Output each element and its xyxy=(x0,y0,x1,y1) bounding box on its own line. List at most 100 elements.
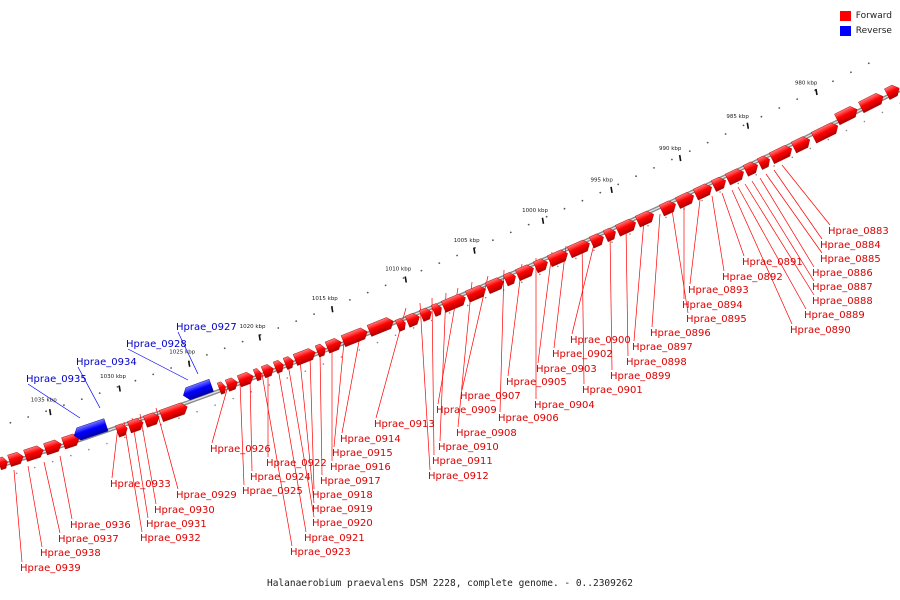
gene-forward xyxy=(43,439,62,456)
scale-dot xyxy=(206,354,208,356)
gene-label: Hprae_0897 xyxy=(632,342,693,353)
gene-label: Hprae_0914 xyxy=(340,434,401,445)
gene-label: Hprae_0885 xyxy=(820,254,881,265)
gene-label: Hprae_0913 xyxy=(374,419,435,430)
scale-dot xyxy=(456,254,458,257)
tick-label: 990 kbp xyxy=(659,146,682,152)
scale-dot xyxy=(706,141,709,144)
gene-label: Hprae_0911 xyxy=(432,456,493,467)
scale-dot xyxy=(349,299,351,301)
lower-dot xyxy=(827,138,830,141)
leader-line xyxy=(249,377,253,472)
scale-tick: 980 kbp xyxy=(795,81,818,96)
scale-dot xyxy=(80,398,83,401)
gene-label: Hprae_0903 xyxy=(536,364,597,375)
leader-line xyxy=(651,213,661,328)
scale-tick: 1015 kbp xyxy=(312,296,338,313)
scale-dot xyxy=(653,167,655,169)
leader-line xyxy=(737,186,807,310)
leader-line xyxy=(744,183,815,296)
leader-line xyxy=(689,199,701,285)
gene-forward xyxy=(272,360,284,374)
gene-forward xyxy=(502,272,516,287)
gene-forward xyxy=(260,364,274,379)
gene-forward xyxy=(464,285,486,303)
leader-line xyxy=(671,209,689,314)
scale-dot xyxy=(277,327,280,329)
gene-forward xyxy=(634,210,654,228)
gene-label: Hprae_0928 xyxy=(126,339,187,350)
scale-dot xyxy=(796,98,799,100)
lower-dot xyxy=(15,472,18,475)
gene-label: Hprae_0908 xyxy=(456,428,517,439)
leader-line xyxy=(299,359,315,504)
gene-label: Hprae_0907 xyxy=(460,391,521,402)
gene-label: Hprae_0888 xyxy=(812,296,873,307)
gene-label: Hprae_0929 xyxy=(176,490,237,501)
leader-line xyxy=(277,367,307,533)
gene-forward xyxy=(532,258,548,274)
gene-label: Hprae_0887 xyxy=(812,282,873,293)
leader-line xyxy=(155,407,179,490)
leader-line xyxy=(625,225,629,357)
gene-label: Hprae_0916 xyxy=(330,462,391,473)
lower-dot xyxy=(88,448,90,451)
gene-label: Hprae_0939 xyxy=(20,563,81,574)
scale-tick: 1035 kbp xyxy=(31,398,57,416)
gene-forward xyxy=(7,452,24,467)
lower-dot xyxy=(665,216,667,219)
gene-label: Hprae_0937 xyxy=(58,534,119,545)
genome-caption: Halanaerobium praevalens DSM 2228, compl… xyxy=(266,578,634,589)
leader-line xyxy=(127,348,189,381)
gene-forward xyxy=(724,168,744,186)
gene-reverse xyxy=(183,378,214,401)
scale-dot xyxy=(850,71,852,74)
gene-forward xyxy=(756,155,770,170)
gene-forward xyxy=(588,233,604,249)
scale-dot xyxy=(492,239,494,242)
scale-dot xyxy=(152,373,155,376)
tick-label: 1025 kbp xyxy=(169,350,195,356)
gene-label: Hprae_0898 xyxy=(626,357,687,368)
scale-tick: 1025 kbp xyxy=(169,350,196,367)
gene-reverse xyxy=(73,418,109,441)
gene-forward xyxy=(514,264,534,282)
tick-label: 1035 kbp xyxy=(31,398,57,404)
leader-line xyxy=(765,173,823,254)
scale-dot xyxy=(688,150,691,153)
gene-label: Hprae_0890 xyxy=(790,325,851,336)
scale-dot xyxy=(116,386,119,388)
gene-forward xyxy=(566,239,590,259)
tick-label: 1030 kbp xyxy=(100,374,126,380)
lower-dot xyxy=(214,404,216,407)
gene-label: Hprae_0910 xyxy=(438,442,499,453)
lower-dot xyxy=(611,241,613,243)
scale-dot xyxy=(742,124,745,127)
legend-swatch-reverse xyxy=(839,25,851,36)
gene-label: Hprae_0926 xyxy=(210,444,271,455)
gene-label: Hprae_0934 xyxy=(76,357,137,368)
leader-line xyxy=(139,413,157,505)
leader-line xyxy=(43,461,61,534)
gene-forward xyxy=(252,368,262,382)
gene-label: Hprae_0925 xyxy=(242,486,303,497)
scale-dot xyxy=(27,416,30,418)
gene-label: Hprae_0919 xyxy=(312,504,373,515)
lower-dot xyxy=(773,165,775,167)
gene-forward xyxy=(834,106,858,126)
tick-label: 1010 kbp xyxy=(385,266,411,272)
lower-dot xyxy=(196,410,198,413)
scale-tick: 995 kbp xyxy=(591,178,613,194)
leader-line xyxy=(507,263,523,377)
lower-dot xyxy=(539,273,541,276)
legend-swatch-forward xyxy=(839,10,851,21)
gene-forward xyxy=(546,249,568,268)
scale-dot xyxy=(313,313,315,315)
gene-label: Hprae_0900 xyxy=(570,335,631,346)
gene-forward xyxy=(292,348,316,366)
tick-mark xyxy=(330,306,334,313)
gene-label: Hprae_0931 xyxy=(146,519,207,530)
lower-dot xyxy=(845,129,848,132)
lower-dot xyxy=(322,363,325,365)
